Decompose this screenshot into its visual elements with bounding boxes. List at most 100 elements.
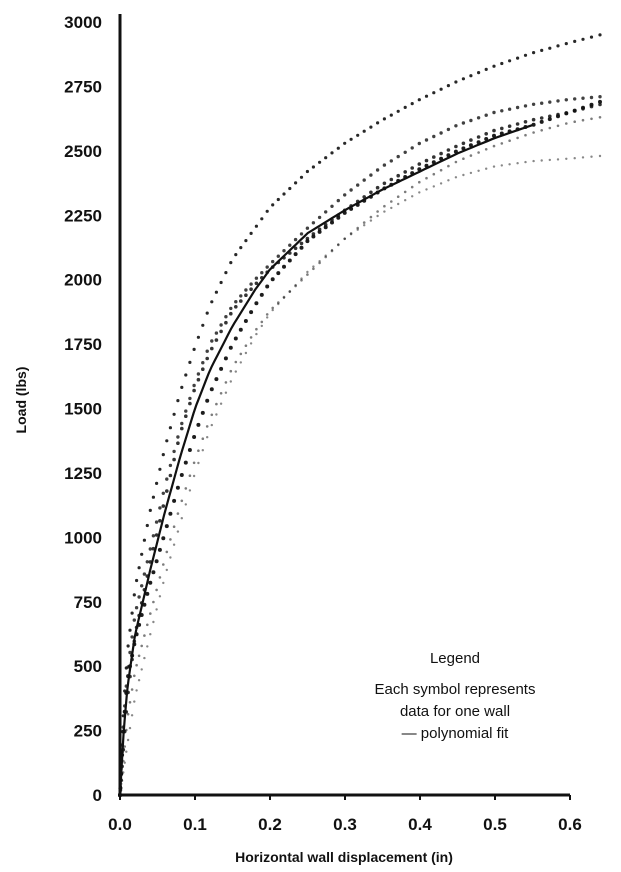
- data-point: [244, 239, 248, 243]
- data-point: [369, 219, 373, 222]
- data-point: [484, 67, 488, 71]
- y-tick-label: 500: [74, 657, 102, 676]
- data-point: [564, 42, 568, 46]
- data-point: [133, 700, 136, 703]
- y-tick-label: 750: [74, 593, 102, 612]
- data-point: [492, 110, 496, 115]
- data-point: [137, 595, 141, 599]
- data-point: [389, 113, 393, 117]
- data-point: [259, 292, 264, 297]
- data-point: [140, 584, 144, 588]
- data-point: [447, 179, 450, 182]
- data-point: [330, 220, 334, 225]
- data-point: [128, 726, 132, 730]
- data-point: [476, 135, 481, 139]
- data-point: [524, 133, 527, 137]
- data-point: [125, 728, 128, 732]
- data-point: [581, 156, 585, 159]
- data-point: [293, 252, 298, 257]
- data-point: [425, 176, 428, 180]
- data-point: [311, 221, 316, 225]
- data-point: [411, 195, 414, 198]
- data-point: [598, 154, 602, 158]
- data-point: [276, 254, 280, 258]
- data-point: [239, 361, 242, 364]
- data-point: [454, 80, 458, 84]
- data-point: [176, 530, 180, 533]
- data-point: [184, 414, 188, 419]
- data-point: [282, 264, 286, 269]
- data-point: [349, 188, 353, 192]
- data-point: [184, 373, 188, 377]
- data-point: [417, 98, 421, 102]
- data-point: [500, 109, 504, 113]
- data-point: [362, 221, 366, 224]
- data-point: [196, 422, 201, 427]
- data-point: [446, 127, 451, 132]
- data-point: [410, 102, 414, 106]
- data-point: [477, 71, 481, 75]
- data-point: [205, 356, 209, 361]
- data-point: [349, 233, 353, 236]
- data-point: [418, 180, 421, 184]
- data-point: [492, 144, 496, 148]
- x-tick-label: 0.3: [333, 815, 357, 834]
- data-point: [183, 460, 188, 465]
- data-point: [349, 137, 353, 141]
- data-point: [477, 151, 480, 154]
- data-point: [523, 53, 528, 57]
- data-point: [234, 360, 238, 364]
- data-point: [507, 124, 512, 128]
- data-point: [500, 61, 504, 66]
- data-point: [219, 329, 223, 334]
- data-point: [180, 421, 184, 426]
- data-point: [192, 474, 196, 478]
- data-point: [265, 284, 270, 289]
- data-point: [180, 499, 184, 503]
- data-point: [336, 146, 340, 150]
- data-point: [390, 206, 393, 210]
- data-point: [219, 323, 223, 327]
- data-point: [287, 258, 292, 263]
- data-point: [311, 165, 315, 169]
- data-point: [282, 192, 286, 196]
- data-point: [492, 133, 496, 138]
- data-point: [500, 164, 503, 167]
- data-point: [556, 112, 560, 117]
- data-point: [224, 271, 228, 275]
- data-point: [229, 380, 232, 383]
- data-point: [210, 423, 213, 427]
- data-point: [180, 385, 184, 389]
- data-point: [598, 33, 602, 37]
- data-point: [135, 578, 139, 583]
- data-point: [143, 634, 146, 637]
- data-point: [145, 591, 150, 596]
- data-point: [234, 253, 238, 257]
- data-point: [454, 144, 458, 149]
- data-point: [214, 338, 219, 342]
- data-point: [265, 313, 269, 316]
- x-tick-label: 0.4: [408, 815, 432, 834]
- data-point: [234, 305, 238, 309]
- data-point: [439, 168, 443, 172]
- data-point: [128, 650, 132, 655]
- data-point: [128, 628, 132, 632]
- data-point: [188, 360, 192, 364]
- data-point: [154, 533, 159, 537]
- data-point: [288, 243, 292, 247]
- data-point: [197, 449, 200, 453]
- data-point: [532, 159, 535, 163]
- data-point: [158, 467, 162, 471]
- data-point: [548, 46, 552, 50]
- data-point: [201, 323, 205, 327]
- data-point: [219, 392, 223, 395]
- data-point: [299, 241, 304, 246]
- data-point: [184, 409, 188, 413]
- data-point: [383, 204, 386, 208]
- data-point: [564, 111, 569, 115]
- data-point: [184, 503, 187, 506]
- data-point: [531, 102, 536, 107]
- data-point: [209, 387, 214, 392]
- data-point: [172, 412, 176, 416]
- data-point: [155, 588, 158, 592]
